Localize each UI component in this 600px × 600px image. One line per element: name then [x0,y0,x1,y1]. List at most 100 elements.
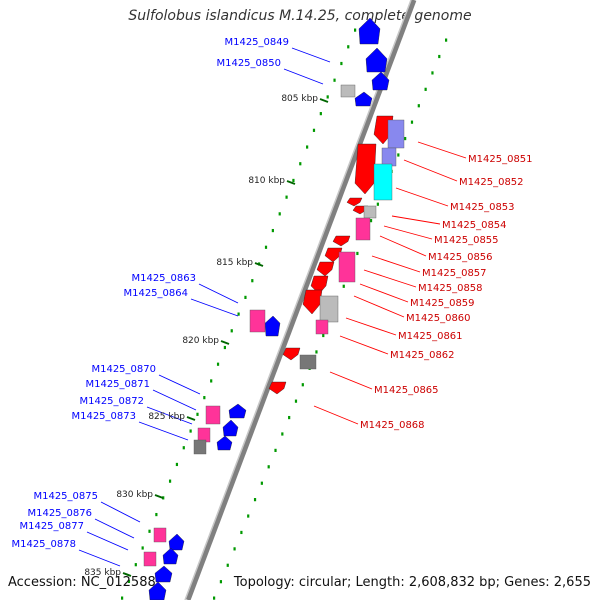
right-leader-line [391,215,441,225]
right-dot [445,38,448,42]
right-gene-label: M1425_0861 [398,331,463,342]
right-gene-label: M1425_0853 [450,202,515,213]
left-dot [264,245,268,249]
gene-block-darkgray [193,439,207,455]
left-dot [271,228,274,233]
reverse-gene-arrow [358,17,381,45]
right-dot [424,87,427,91]
label-leaders [78,47,467,567]
gene-block-magenta [355,217,371,241]
reverse-gene-arrow [162,547,179,565]
right-gene-label: M1425_0851 [468,154,533,165]
reverse-gene-arrow [365,47,388,73]
right-gene-label: M1425_0868 [360,420,425,431]
right-dot [247,514,250,518]
right-leader-line [417,141,467,159]
kbp-tick [154,494,164,499]
left-dot [175,462,179,467]
right-leader-line [383,225,433,240]
left-gene-label: M1425_0876 [27,508,92,519]
kbp-label: 815 kbp [216,258,253,268]
left-leader-line [146,406,193,425]
right-gene-label: M1425_0865 [374,385,439,396]
gene-block-gray [319,295,339,323]
forward-gene-arrow [310,275,329,295]
right-dot [260,481,263,485]
left-leader-line [158,374,201,395]
left-leader-line [152,389,197,411]
gene-block-lavender [381,147,397,167]
left-gene-label: M1425_0877 [19,521,84,532]
accession-label: Accession: NC_012588 [8,575,156,590]
left-dot [189,429,192,433]
left-leader-line [283,68,324,85]
right-dot [226,563,229,567]
left-dot [155,512,158,517]
kbp-label: 805 kbp [281,94,318,104]
right-dot [369,219,373,223]
left-leader-line [86,531,129,551]
left-gene-label: M1425_0850 [216,58,281,69]
left-dot [134,563,137,567]
reverse-gene-arrow [371,71,390,91]
left-dot [333,78,336,82]
left-gene-label: M1425_0849 [224,37,289,48]
kbp-tick [220,340,230,345]
reverse-gene-arrow [154,565,173,583]
kbp-label: 820 kbp [182,336,219,346]
gene-block-magenta [315,319,329,335]
reverse-gene-arrow [216,435,233,451]
right-leader-line [379,235,427,257]
gene-block-gray [363,205,377,219]
gene-block-magenta [153,527,167,543]
gene-block-gray [340,84,356,98]
gene-block-cyan [373,163,393,201]
right-gene-label: M1425_0854 [442,220,507,231]
right-dot [253,498,257,502]
right-gene-label: M1425_0859 [410,298,475,309]
right-gene-label: M1425_0852 [459,177,524,188]
right-dot [322,333,325,338]
forward-gene-arrow [316,261,335,277]
right-gene-label: M1425_0856 [428,252,493,263]
reverse-gene-arrow [222,419,239,437]
right-gene-label: M1425_0858 [418,283,483,294]
reverse-gene-arrow [148,581,167,600]
kbp-tick [122,572,132,577]
right-leader-line [371,255,421,273]
left-dot [216,362,220,366]
right-dot [240,530,243,535]
right-dot [288,415,291,420]
forward-gene-arrow [324,247,343,263]
left-dot [354,28,357,32]
left-leader-line [78,549,121,567]
reverse-gene-arrow [354,91,373,107]
right-gene-label: M1425_0860 [406,313,471,324]
gene-block-magenta [205,405,221,425]
left-dot [196,412,199,416]
left-dot [340,61,343,66]
left-dot [299,162,302,166]
right-dot [315,350,318,354]
right-leader-line [395,187,449,207]
forward-gene-arrow [282,347,301,361]
right-dot [233,547,236,551]
left-dot [319,112,322,116]
left-dot [278,212,281,216]
right-dot [213,596,216,600]
reverse-gene-arrow [168,533,185,551]
right-dot [410,120,414,124]
right-leader-line [339,335,389,355]
gene-block-magenta [249,309,266,333]
left-dot [237,312,240,316]
left-leader-line [198,283,239,304]
left-dot [312,128,316,132]
left-dot [148,529,151,533]
kbp-label: 810 kbp [248,176,285,186]
left-dot [230,329,233,333]
left-dot [127,579,131,583]
left-dot [141,546,144,550]
topology-label: Topology: circular; Length: 2,608,832 bp… [233,575,591,590]
right-gene-label: M1425_0855 [434,235,499,246]
